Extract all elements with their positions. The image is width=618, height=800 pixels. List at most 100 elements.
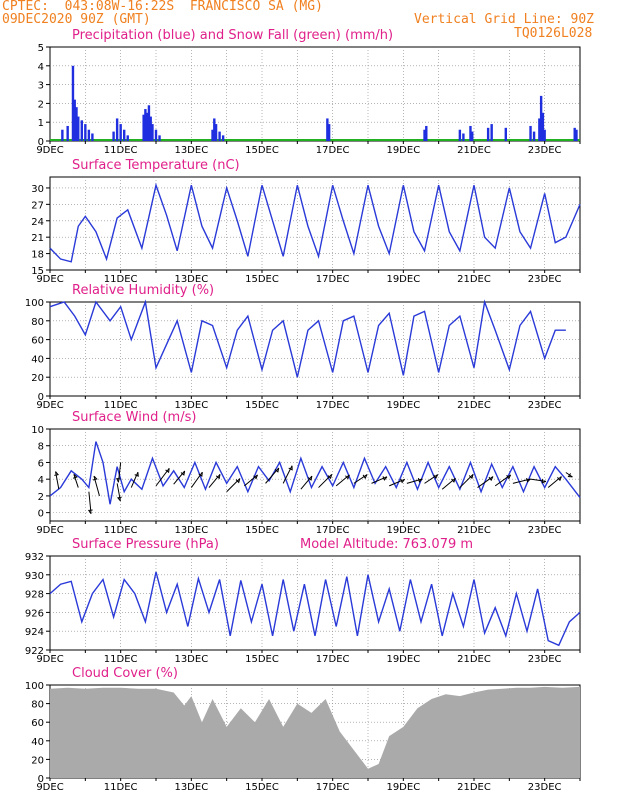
cloud-ytick-label: 100 [25,681,44,692]
precip-bar [538,118,541,141]
press-xtick-label: 21DEC [457,654,491,665]
cloud-ytick-label: 60 [31,718,44,729]
precip-xtick-label: 11DEC [104,145,138,156]
rh-xtick-label: 9DEC [36,400,63,411]
rh-xtick-label: 21DEC [457,400,491,411]
precip-bar [123,129,126,141]
wind-frame [49,428,581,522]
temp-ytick-label: 18 [31,250,44,261]
press-frame [49,555,581,651]
cloud-ytick-label: 40 [31,737,44,748]
precip-ytick-label: 0 [38,137,44,148]
wind-ytick-label: 4 [38,475,44,486]
precip-bar [462,133,465,141]
precip-bar [213,118,216,141]
wind-vector-head [72,473,78,479]
wind-vector-head [235,478,241,484]
cloud-xtick-label: 9DEC [36,782,63,793]
wind-xtick-label: 17DEC [316,525,350,536]
cloud-xtick-label: 19DEC [386,782,420,793]
precip-ytick-label: 3 [38,81,44,92]
cloud-title: Cloud Cover (%) [72,666,178,681]
precip-bar [80,120,83,141]
wind-vector [353,474,368,484]
temp-ytick-label: 30 [31,184,44,195]
precip-bar [66,125,69,141]
rh-title: Relative Humidity (%) [72,283,214,298]
precip-bar [158,135,161,141]
wind-vector-head [506,474,512,480]
press-xtick-label: 15DEC [245,654,279,665]
precip-bar [471,131,474,141]
precip-bar [119,124,122,141]
run-date: 09DEC2020 90Z (GMT) [2,12,151,27]
wind-vector-head [87,509,93,515]
wind-xtick-label: 23DEC [528,525,562,536]
rh-xtick-label: 19DEC [386,400,420,411]
wind-vector [130,471,139,488]
press-ytick-label: 928 [25,590,44,601]
wind-vector [371,476,388,484]
precip-bar [211,129,214,141]
wind-vector-head [288,465,293,471]
precip-ytick-label: 4 [38,62,44,73]
precip-bar [214,124,218,141]
precip-xtick-label: 21DEC [457,145,491,156]
wind-vector-head [468,474,474,480]
wind-vector [190,471,203,488]
wind-vector-head [307,475,313,481]
temp-ytick-label: 21 [31,233,44,244]
rh-ytick-label: 80 [31,317,44,328]
precip-xtick-label: 17DEC [316,145,350,156]
precip-bar [326,118,329,141]
press-xtick-label: 13DEC [174,654,208,665]
cloud-ytick-label: 80 [31,700,44,711]
temp-xtick-label: 17DEC [316,274,350,285]
rh-ytick-label: 20 [31,373,44,384]
precip-bar [84,124,87,141]
precip-bar [575,129,578,141]
wind-xtick-label: 9DEC [36,525,63,536]
wind-vector-head [345,474,350,480]
temp-ytick-label: 15 [31,266,44,277]
temp-ytick-label: 27 [31,200,44,211]
temp-title: Surface Temperature (nC) [72,158,240,173]
wind-vector-head [451,478,456,483]
rh-xtick-label: 15DEC [245,400,279,411]
wind-ytick-label: 0 [38,509,44,520]
precip-xtick-label: 13DEC [174,145,208,156]
press-ytick-label: 932 [25,552,44,563]
precip-bar [61,129,64,141]
wind-vector-head [134,472,139,477]
rh-xtick-label: 13DEC [174,400,208,411]
model-id: TQ0126L028 [514,26,593,41]
wind-ytick-label: 8 [38,442,44,453]
precip-bar [543,129,546,141]
cloud-xtick-label: 15DEC [245,782,279,793]
wind-vector-head [92,475,98,481]
precip-bar [77,116,80,141]
precip-bar [142,114,145,141]
wind-vector-head [165,468,170,474]
wind-vector-head [274,467,280,473]
precip-bar [573,127,576,141]
precip-frame [49,46,581,142]
station-header: CPTEC: 043:08W-16:22S FRANCISCO SA (MG) [2,0,323,14]
wind-vector-head [567,473,573,478]
temp-xtick-label: 9DEC [36,274,63,285]
wind-xtick-label: 21DEC [457,525,491,536]
temp-xtick-label: 11DEC [104,274,138,285]
temp-frame [49,176,581,271]
wind-vector [459,473,474,488]
precip-bar [115,118,119,141]
precip-ytick-label: 2 [38,99,44,110]
wind-vector-head [382,476,388,481]
precip-bar [91,133,94,141]
wind-vector [547,476,562,488]
wind-vector-head [400,478,405,484]
wind-vector-head [541,478,547,484]
wind-vector [173,470,186,485]
wind-title: Surface Wind (m/s) [72,410,196,425]
wind-vector [208,474,221,488]
precip-bar [154,129,158,141]
